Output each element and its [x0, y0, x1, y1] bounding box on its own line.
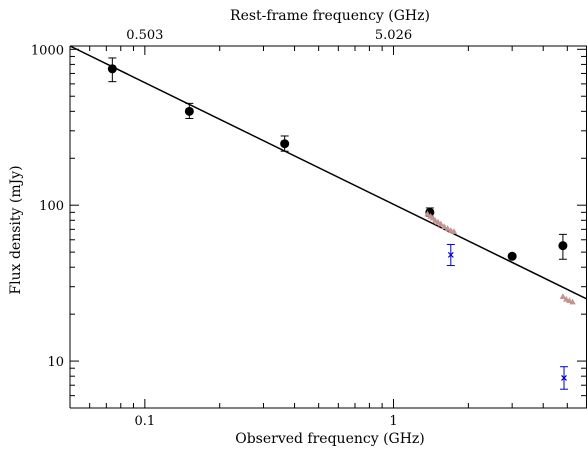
labels-layer: Rest-frame frequency (GHz) Observed freq…: [8, 8, 430, 447]
y-tick-label: 10: [47, 355, 64, 370]
data-point-triangle: [441, 223, 448, 230]
data-point: [107, 64, 117, 74]
data-point-triangle: [437, 220, 445, 227]
data-point: [280, 139, 290, 149]
y-tick-label: 100: [39, 199, 64, 214]
data-point-triangle: [559, 293, 567, 299]
data-point: [184, 106, 194, 116]
top-axis-title: Rest-frame frequency (GHz): [230, 8, 430, 24]
plot-frame: [69, 45, 587, 409]
data-point-triangle: [444, 225, 451, 231]
x-tick-label: 0.1: [135, 414, 156, 429]
top-tick-label: 5.026: [375, 28, 412, 43]
x-tick-label: 1: [389, 414, 397, 429]
top-tick-label: 0.503: [126, 28, 163, 43]
data-point-triangle: [569, 298, 576, 305]
y-axis-title: Flux density (mJy): [8, 165, 24, 294]
data-point-cross: [561, 374, 567, 381]
data-point-triangle: [424, 210, 431, 217]
data-point-triangle: [450, 228, 458, 234]
power-law-fit-line: [69, 45, 587, 300]
x-axis-title: Observed frequency (GHz): [235, 431, 425, 447]
data-point-cross: [447, 251, 454, 258]
data-point: [558, 241, 568, 251]
y-tick-label: 1000: [31, 43, 64, 58]
data-points-layer: [107, 57, 576, 390]
data-point: [507, 251, 517, 261]
fit-line-layer: [69, 45, 587, 300]
